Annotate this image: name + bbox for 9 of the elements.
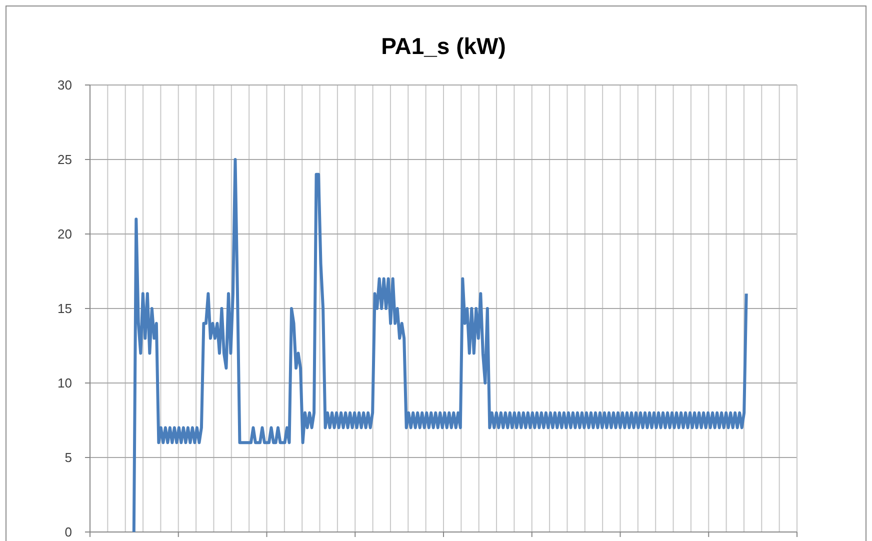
y-tick-label: 15 — [58, 301, 72, 316]
y-tick-label: 30 — [58, 78, 72, 93]
y-tick-label: 20 — [58, 226, 72, 242]
line-series — [132, 158, 748, 534]
y-tick-label: 5 — [64, 450, 72, 466]
chart-title: PA1_s (kW) — [381, 33, 506, 59]
y-tick-label: 25 — [58, 152, 72, 168]
y-tick-label: 10 — [58, 376, 72, 391]
y-tick-label: 0 — [64, 524, 72, 540]
